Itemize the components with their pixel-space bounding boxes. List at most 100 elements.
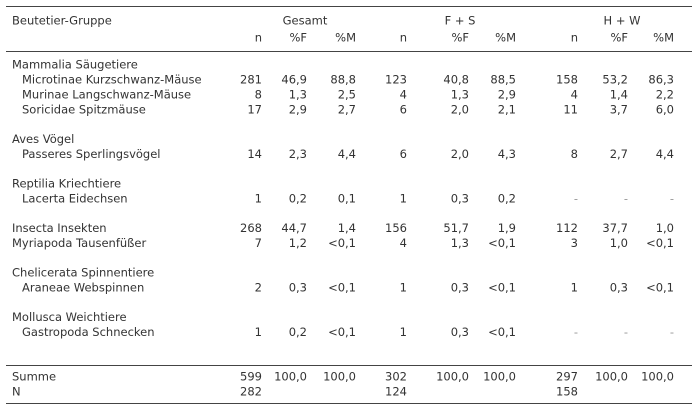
row-label: Murinae Langschwanz-Mäuse — [22, 88, 191, 102]
cell: 124 — [385, 385, 407, 399]
header-title: Beutetier-Gruppe — [12, 14, 112, 28]
cell: - — [670, 192, 674, 206]
cell: - — [574, 192, 578, 206]
cell: - — [624, 192, 628, 206]
cell: 100,0 — [323, 370, 356, 384]
cell: 88,5 — [490, 73, 516, 87]
cell: - — [574, 325, 578, 339]
cell: 1,0 — [656, 221, 674, 235]
row-label: N — [12, 385, 21, 399]
cell: 0,3 — [289, 281, 307, 295]
section-heading: Mammalia Säugetiere — [12, 58, 138, 72]
cell: 1,0 — [610, 236, 628, 250]
cell: 1,3 — [451, 88, 469, 102]
cell: 8 — [255, 88, 262, 102]
cell: 599 — [240, 370, 262, 384]
cell: 0,3 — [610, 281, 628, 295]
row-label: Gastropoda Schnecken — [22, 325, 155, 339]
cell: 46,9 — [281, 73, 307, 87]
cell: 4 — [400, 88, 407, 102]
row-label: Insecta Insekten — [12, 221, 107, 235]
cell: 302 — [385, 370, 407, 384]
cell: 0,2 — [289, 192, 307, 206]
cell: 7 — [255, 236, 262, 250]
group-header: Gesamt — [283, 14, 328, 28]
cell: <0,1 — [328, 325, 356, 339]
cell: 86,3 — [648, 73, 674, 87]
group-header: F + S — [445, 14, 476, 28]
cell: 2,7 — [338, 103, 356, 117]
column-header: n — [571, 31, 578, 45]
column-header: n — [255, 31, 262, 45]
cell: 0,3 — [451, 281, 469, 295]
cell: 0,1 — [338, 192, 356, 206]
section-heading: Aves Vögel — [12, 132, 74, 146]
cell: 1,9 — [498, 221, 516, 235]
cell: 4 — [400, 236, 407, 250]
cell: 282 — [240, 385, 262, 399]
cell: 1 — [255, 192, 262, 206]
cell: 3 — [571, 236, 578, 250]
row-label: Microtinae Kurzschwanz-Mäuse — [22, 73, 202, 87]
cell: 268 — [240, 221, 262, 235]
cell: 158 — [556, 385, 578, 399]
cell: 100,0 — [595, 370, 628, 384]
cell: 4 — [571, 88, 578, 102]
row-label: Lacerta Eidechsen — [22, 192, 128, 206]
cell: 11 — [563, 103, 578, 117]
cell: 1,3 — [451, 236, 469, 250]
cell: 51,7 — [443, 221, 469, 235]
section-heading: Reptilia Kriechtiere — [12, 177, 121, 191]
column-header: n — [400, 31, 407, 45]
cell: <0,1 — [328, 281, 356, 295]
column-header: %F — [451, 31, 469, 45]
cell: 297 — [556, 370, 578, 384]
cell: 4,4 — [338, 147, 356, 161]
cell: 40,8 — [443, 73, 469, 87]
cell: 8 — [571, 147, 578, 161]
cell: 4,3 — [498, 147, 516, 161]
group-header: H + W — [604, 14, 641, 28]
cell: 100,0 — [274, 370, 307, 384]
cell: - — [670, 325, 674, 339]
column-header: %F — [610, 31, 628, 45]
row-label: Summe — [12, 370, 56, 384]
section-heading: Chelicerata Spinnentiere — [12, 266, 154, 280]
cell: 100,0 — [483, 370, 516, 384]
cell: 2,1 — [498, 103, 516, 117]
cell: 37,7 — [602, 221, 628, 235]
cell: 17 — [247, 103, 262, 117]
cell: 1,2 — [289, 236, 307, 250]
cell: 2,2 — [656, 88, 674, 102]
column-header: %F — [289, 31, 307, 45]
row-label: Araneae Webspinnen — [22, 281, 144, 295]
cell: 100,0 — [436, 370, 469, 384]
cell: 123 — [385, 73, 407, 87]
cell: 1 — [400, 281, 407, 295]
cell: <0,1 — [328, 236, 356, 250]
cell: 2,7 — [610, 147, 628, 161]
cell: 2,9 — [498, 88, 516, 102]
cell: 2 — [255, 281, 262, 295]
cell: 2,3 — [289, 147, 307, 161]
cell: 1,4 — [338, 221, 356, 235]
cell: <0,1 — [488, 236, 516, 250]
row-label: Soricidae Spitzmäuse — [22, 103, 146, 117]
cell: 2,0 — [451, 147, 469, 161]
cell: 14 — [247, 147, 262, 161]
cell: 2,0 — [451, 103, 469, 117]
cell: 1,4 — [610, 88, 628, 102]
cell: 158 — [556, 73, 578, 87]
section-heading: Mollusca Weichtiere — [12, 310, 127, 324]
cell: <0,1 — [646, 236, 674, 250]
cell: 2,9 — [289, 103, 307, 117]
cell: <0,1 — [646, 281, 674, 295]
cell: 1 — [571, 281, 578, 295]
cell: 88,8 — [330, 73, 356, 87]
cell: 6,0 — [656, 103, 674, 117]
cell: 1,3 — [289, 88, 307, 102]
cell: 281 — [240, 73, 262, 87]
cell: - — [624, 325, 628, 339]
